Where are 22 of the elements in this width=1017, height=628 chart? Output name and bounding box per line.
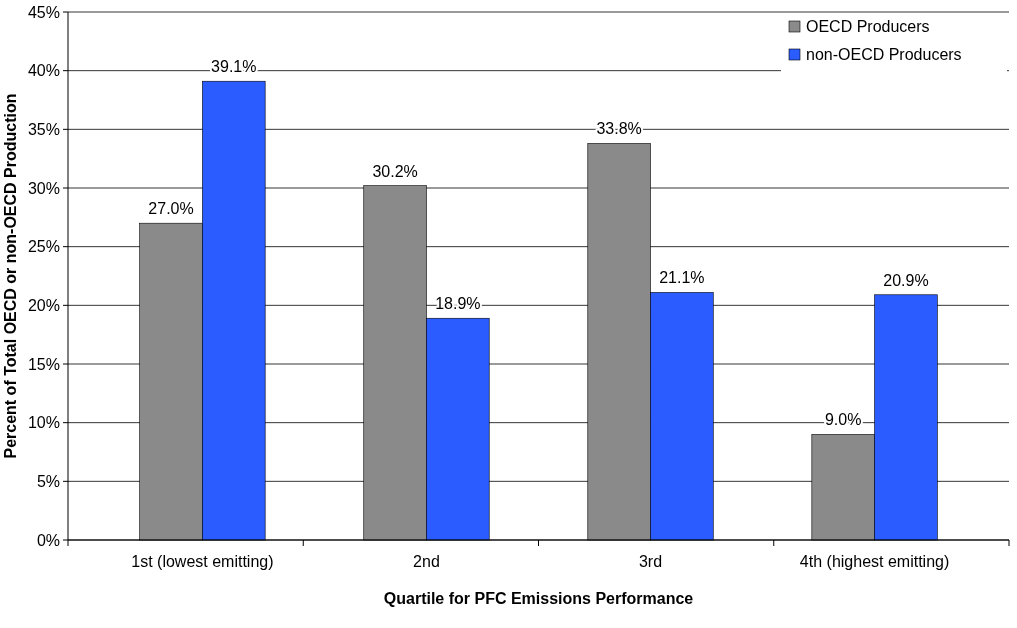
data-label: 27.0% xyxy=(148,200,194,218)
y-tick-label: 0% xyxy=(36,531,60,549)
legend-label: OECD Producers xyxy=(806,17,930,35)
x-tick-label: 4th (highest emitting) xyxy=(799,553,950,570)
y-tick-label: 5% xyxy=(36,472,60,490)
data-label: 30.2% xyxy=(372,162,418,180)
data-label: 21.1% xyxy=(659,269,705,287)
y-tick-label: 45% xyxy=(27,3,60,21)
y-axis-title: Percent of Total OECD or non-OECD Production xyxy=(2,93,19,459)
y-tick-label: 35% xyxy=(27,120,60,138)
data-label: 20.9% xyxy=(883,271,929,289)
x-tick-label: 3rd xyxy=(638,553,663,570)
y-tick-label: 15% xyxy=(27,355,60,373)
y-tick-label: 40% xyxy=(27,62,60,80)
y-tick-label: 10% xyxy=(27,414,60,432)
x-tick-label: 2nd xyxy=(413,553,440,570)
y-tick-label: 25% xyxy=(27,238,60,256)
legend-label: non-OECD Producers xyxy=(806,45,962,63)
x-axis-title: Quartile for PFC Emissions Performance xyxy=(383,590,694,607)
x-tick-label: 1st (lowest emitting) xyxy=(131,553,274,570)
y-tick-label: 30% xyxy=(27,179,60,197)
y-tick-label: 20% xyxy=(27,296,60,314)
